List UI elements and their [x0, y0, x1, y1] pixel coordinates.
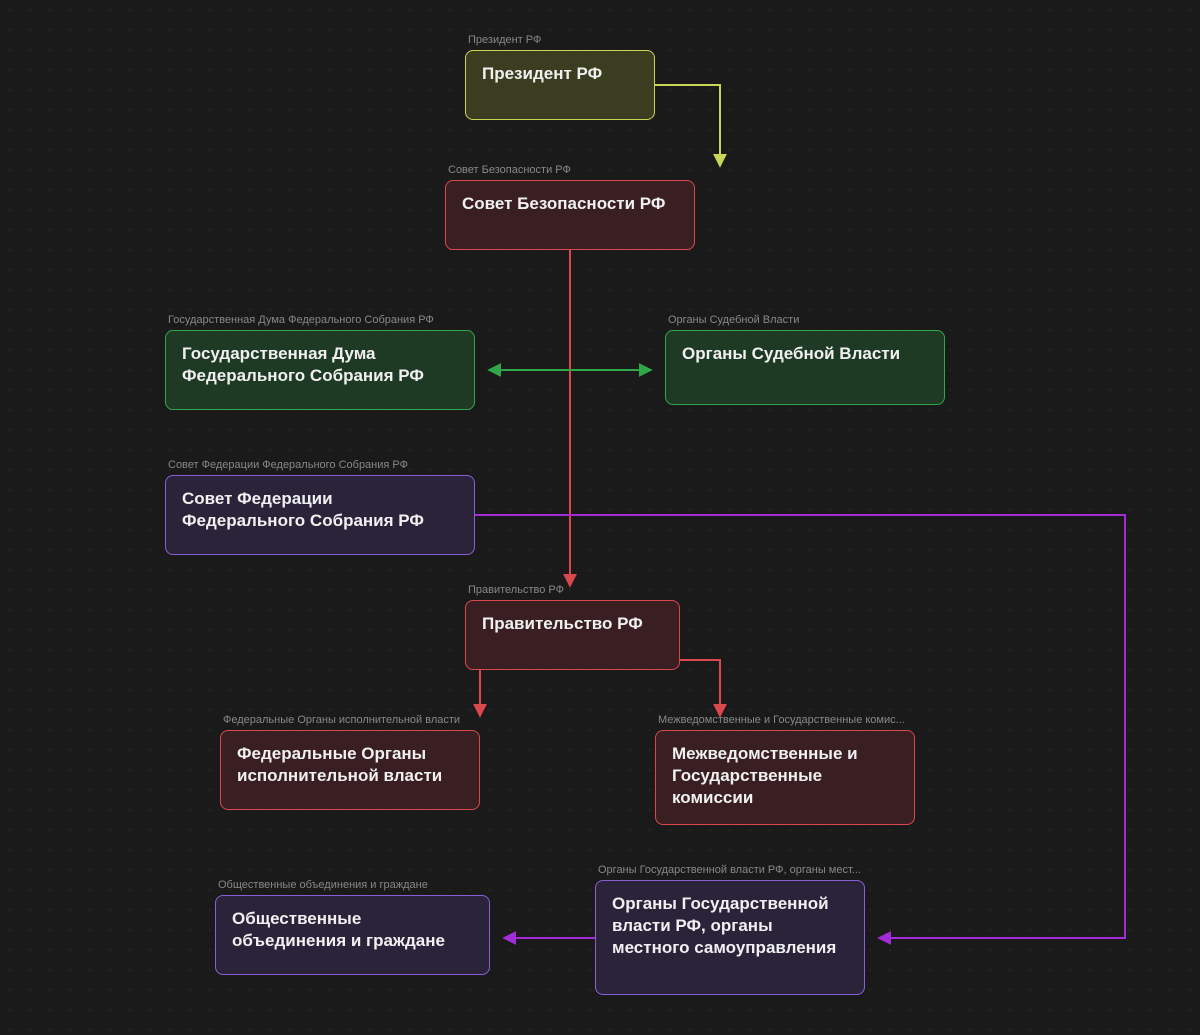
node-text: Межведомственные и Государственные комис… — [672, 743, 898, 809]
node-text: Федеральные Органы исполнительной власти — [237, 743, 463, 787]
node-duma[interactable]: Государственная Дума Федерального Собран… — [165, 330, 475, 410]
node-label: Президент РФ — [468, 33, 656, 47]
node-government[interactable]: Правительство РФПравительство РФ — [465, 600, 680, 670]
node-label: Органы Государственной власти РФ, органы… — [598, 863, 866, 877]
node-label: Правительство РФ — [468, 583, 681, 597]
node-public[interactable]: Общественные объединения и гражданеОбщес… — [215, 895, 490, 975]
node-label: Совет Федерации Федерального Собрания РФ — [168, 458, 476, 472]
node-federation[interactable]: Совет Федерации Федерального Собрания РФ… — [165, 475, 475, 555]
node-label: Органы Судебной Власти — [668, 313, 946, 327]
diagram-canvas: Президент РФПрезидент РФСовет Безопаснос… — [0, 0, 1200, 1035]
node-text: Совет Безопасности РФ — [462, 193, 678, 215]
node-label: Государственная Дума Федерального Собран… — [168, 313, 476, 327]
node-text: Органы Судебной Власти — [682, 343, 928, 365]
edge-e6 — [680, 660, 720, 715]
node-text: Правительство РФ — [482, 613, 663, 635]
node-president[interactable]: Президент РФПрезидент РФ — [465, 50, 655, 120]
node-label: Общественные объединения и граждане — [218, 878, 491, 892]
node-label: Совет Безопасности РФ — [448, 163, 696, 177]
node-fedorgans[interactable]: Федеральные Органы исполнительной власти… — [220, 730, 480, 810]
node-text: Общественные объединения и граждане — [232, 908, 473, 952]
node-security[interactable]: Совет Безопасности РФСовет Безопасности … — [445, 180, 695, 250]
node-label: Межведомственные и Государственные комис… — [658, 713, 916, 727]
node-text: Совет Федерации Федерального Собрания РФ — [182, 488, 458, 532]
node-text: Государственная Дума Федерального Собран… — [182, 343, 458, 387]
node-text: Органы Государственной власти РФ, органы… — [612, 893, 848, 959]
node-judicial[interactable]: Органы Судебной ВластиОрганы Судебной Вл… — [665, 330, 945, 405]
node-label: Федеральные Органы исполнительной власти — [223, 713, 481, 727]
node-commissions[interactable]: Межведомственные и Государственные комис… — [655, 730, 915, 825]
node-text: Президент РФ — [482, 63, 638, 85]
node-localgov[interactable]: Органы Государственной власти РФ, органы… — [595, 880, 865, 995]
edge-e1 — [655, 85, 720, 165]
